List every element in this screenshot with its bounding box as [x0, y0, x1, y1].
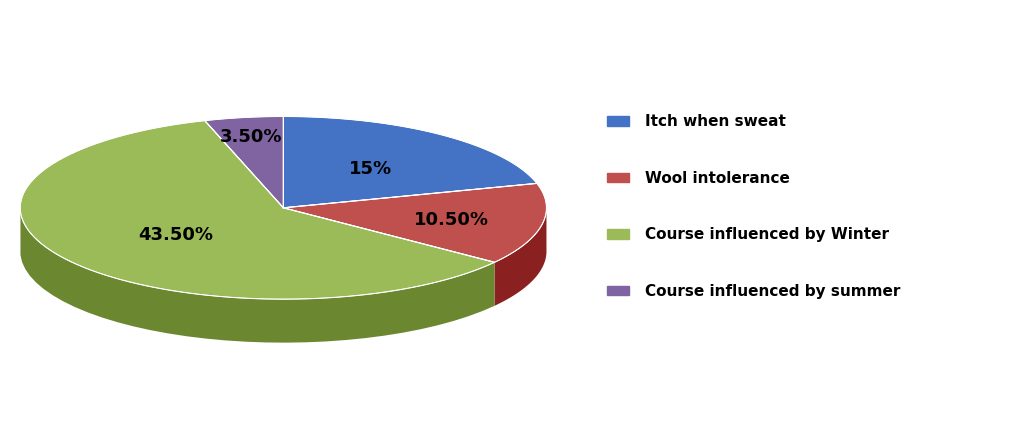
Polygon shape	[204, 117, 283, 208]
Text: 43.50%: 43.50%	[139, 226, 213, 243]
Polygon shape	[20, 122, 494, 299]
Text: 15%: 15%	[349, 159, 392, 178]
Text: Wool intolerance: Wool intolerance	[644, 171, 789, 185]
Bar	[607, 117, 629, 126]
Polygon shape	[283, 117, 537, 208]
Bar	[607, 230, 629, 239]
Polygon shape	[494, 209, 546, 306]
Polygon shape	[283, 184, 546, 263]
Polygon shape	[20, 212, 494, 343]
Text: Course influenced by Winter: Course influenced by Winter	[644, 227, 888, 242]
Bar	[607, 173, 629, 183]
Text: Itch when sweat: Itch when sweat	[644, 114, 785, 129]
Text: 3.50%: 3.50%	[220, 127, 282, 145]
Text: 10.50%: 10.50%	[413, 210, 488, 228]
Bar	[607, 286, 629, 296]
Text: Course influenced by summer: Course influenced by summer	[644, 283, 899, 298]
